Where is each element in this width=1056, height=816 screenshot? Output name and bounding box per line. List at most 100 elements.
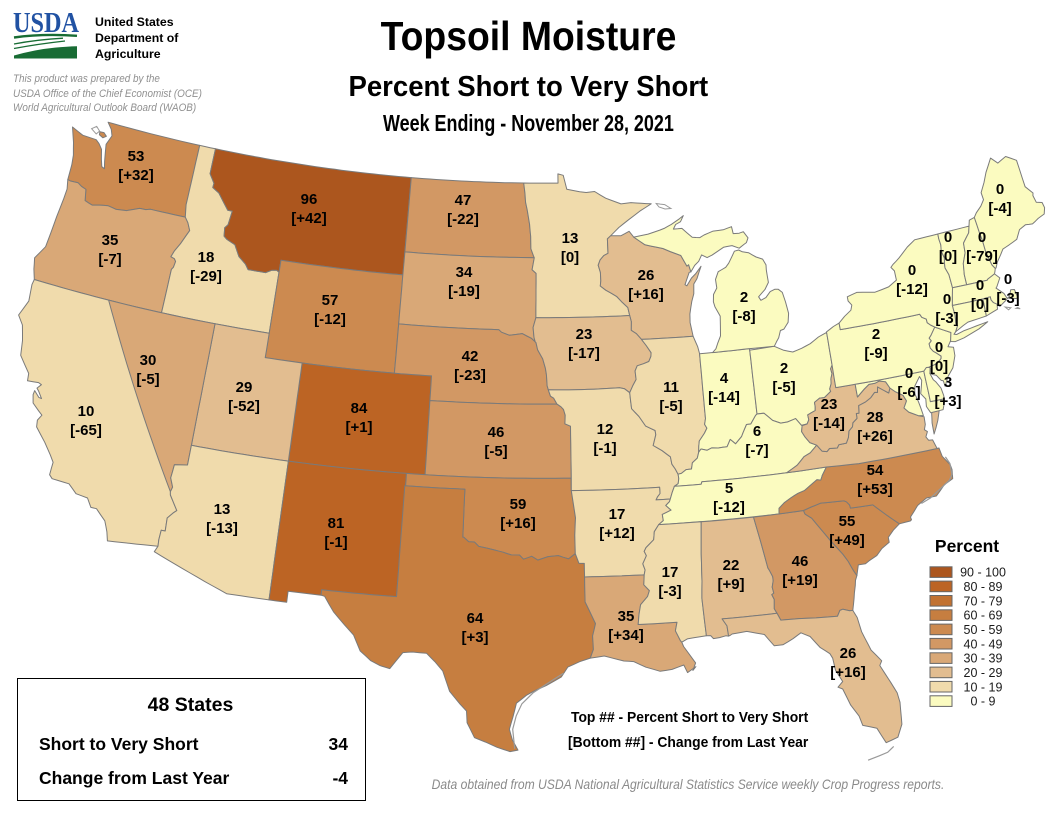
svg-text:[-65]: [-65] xyxy=(70,422,102,439)
svg-text:[+9]: [+9] xyxy=(717,576,744,593)
svg-text:[-12]: [-12] xyxy=(713,499,745,516)
svg-text:[+42]: [+42] xyxy=(291,210,326,227)
svg-text:90 - 100: 90 - 100 xyxy=(960,566,1006,580)
svg-text:[-5]: [-5] xyxy=(659,398,682,415)
svg-text:11: 11 xyxy=(663,379,679,396)
svg-text:[-4]: [-4] xyxy=(988,200,1011,217)
svg-text:30: 30 xyxy=(140,352,157,369)
svg-text:81: 81 xyxy=(328,515,345,532)
svg-text:70 - 79: 70 - 79 xyxy=(964,594,1003,608)
svg-text:0: 0 xyxy=(978,229,986,246)
svg-text:54: 54 xyxy=(867,462,884,479)
svg-text:0: 0 xyxy=(944,229,952,246)
svg-text:[-13]: [-13] xyxy=(206,520,238,537)
svg-text:[+16]: [+16] xyxy=(628,286,663,303)
svg-text:0: 0 xyxy=(996,181,1004,198)
svg-text:[-19]: [-19] xyxy=(448,283,480,300)
svg-text:0: 0 xyxy=(905,365,913,382)
svg-text:[+3]: [+3] xyxy=(461,629,488,646)
svg-text:96: 96 xyxy=(301,191,318,208)
svg-text:0: 0 xyxy=(943,291,951,308)
svg-text:3: 3 xyxy=(944,374,952,391)
svg-text:0: 0 xyxy=(1004,271,1012,288)
svg-text:[-1]: [-1] xyxy=(593,440,616,457)
svg-text:0 - 9: 0 - 9 xyxy=(970,695,995,709)
svg-text:13: 13 xyxy=(562,230,579,247)
svg-text:[-12]: [-12] xyxy=(896,281,928,298)
svg-text:53: 53 xyxy=(128,148,145,165)
svg-text:50 - 59: 50 - 59 xyxy=(964,623,1003,637)
svg-text:2: 2 xyxy=(740,289,748,306)
svg-text:[-9]: [-9] xyxy=(864,345,887,362)
svg-text:22: 22 xyxy=(723,557,740,574)
svg-text:[-79]: [-79] xyxy=(966,248,998,265)
svg-text:6: 6 xyxy=(753,423,761,440)
svg-text:42: 42 xyxy=(462,348,479,365)
svg-text:40 - 49: 40 - 49 xyxy=(964,637,1003,651)
svg-text:18: 18 xyxy=(198,249,215,266)
svg-text:17: 17 xyxy=(662,564,679,581)
svg-text:[+12]: [+12] xyxy=(599,525,634,542)
svg-text:0: 0 xyxy=(976,277,984,294)
svg-text:46: 46 xyxy=(792,553,809,570)
svg-text:[-22]: [-22] xyxy=(447,211,479,228)
svg-text:[-3]: [-3] xyxy=(996,290,1019,307)
svg-text:2: 2 xyxy=(872,326,880,343)
svg-text:[-6]: [-6] xyxy=(897,384,920,401)
svg-text:28: 28 xyxy=(867,409,884,426)
svg-text:47: 47 xyxy=(455,192,472,209)
svg-text:[-3]: [-3] xyxy=(658,583,681,600)
svg-text:34: 34 xyxy=(456,264,473,281)
svg-text:[-29]: [-29] xyxy=(190,268,222,285)
svg-text:35: 35 xyxy=(618,608,635,625)
svg-text:[0]: [0] xyxy=(561,249,579,266)
svg-text:64: 64 xyxy=(467,610,484,627)
svg-text:26: 26 xyxy=(638,267,655,284)
svg-text:17: 17 xyxy=(609,506,626,523)
svg-text:[-3]: [-3] xyxy=(935,310,958,327)
svg-text:10 - 19: 10 - 19 xyxy=(964,680,1003,694)
svg-text:[-14]: [-14] xyxy=(708,389,740,406)
svg-text:60 - 69: 60 - 69 xyxy=(964,609,1003,623)
svg-text:[+49]: [+49] xyxy=(829,532,864,549)
svg-text:[-1]: [-1] xyxy=(324,534,347,551)
svg-text:[-14]: [-14] xyxy=(813,415,845,432)
svg-text:[+26]: [+26] xyxy=(857,428,892,445)
svg-text:59: 59 xyxy=(510,496,527,513)
svg-text:[-5]: [-5] xyxy=(484,443,507,460)
svg-text:57: 57 xyxy=(322,292,339,309)
svg-text:0: 0 xyxy=(908,262,916,279)
svg-text:84: 84 xyxy=(351,400,368,417)
svg-text:[-8]: [-8] xyxy=(732,308,755,325)
svg-text:10: 10 xyxy=(78,403,95,420)
svg-text:12: 12 xyxy=(597,421,614,438)
svg-text:13: 13 xyxy=(214,501,231,518)
svg-text:Percent: Percent xyxy=(935,536,999,556)
svg-text:46: 46 xyxy=(488,424,505,441)
svg-text:[+1]: [+1] xyxy=(345,419,372,436)
svg-text:[0]: [0] xyxy=(930,358,948,375)
svg-text:0: 0 xyxy=(935,339,943,356)
svg-text:35: 35 xyxy=(102,232,119,249)
svg-text:[-17]: [-17] xyxy=(568,345,600,362)
svg-text:23: 23 xyxy=(821,396,838,413)
svg-text:4: 4 xyxy=(720,370,729,387)
svg-text:80 - 89: 80 - 89 xyxy=(964,580,1003,594)
svg-text:2: 2 xyxy=(780,360,788,377)
svg-text:29: 29 xyxy=(236,379,253,396)
svg-text:[+53]: [+53] xyxy=(857,481,892,498)
svg-text:[-12]: [-12] xyxy=(314,311,346,328)
svg-text:[+3]: [+3] xyxy=(934,393,961,410)
svg-text:23: 23 xyxy=(576,326,593,343)
svg-text:55: 55 xyxy=(839,513,856,530)
svg-text:[-7]: [-7] xyxy=(98,251,121,268)
svg-text:5: 5 xyxy=(725,480,733,497)
svg-text:[+16]: [+16] xyxy=(500,515,535,532)
svg-text:[+34]: [+34] xyxy=(608,627,643,644)
svg-text:[-52]: [-52] xyxy=(228,398,260,415)
svg-text:[-5]: [-5] xyxy=(136,371,159,388)
svg-text:26: 26 xyxy=(840,645,857,662)
svg-text:[+16]: [+16] xyxy=(830,664,865,681)
svg-text:[-7]: [-7] xyxy=(745,442,768,459)
svg-text:[+32]: [+32] xyxy=(118,167,153,184)
